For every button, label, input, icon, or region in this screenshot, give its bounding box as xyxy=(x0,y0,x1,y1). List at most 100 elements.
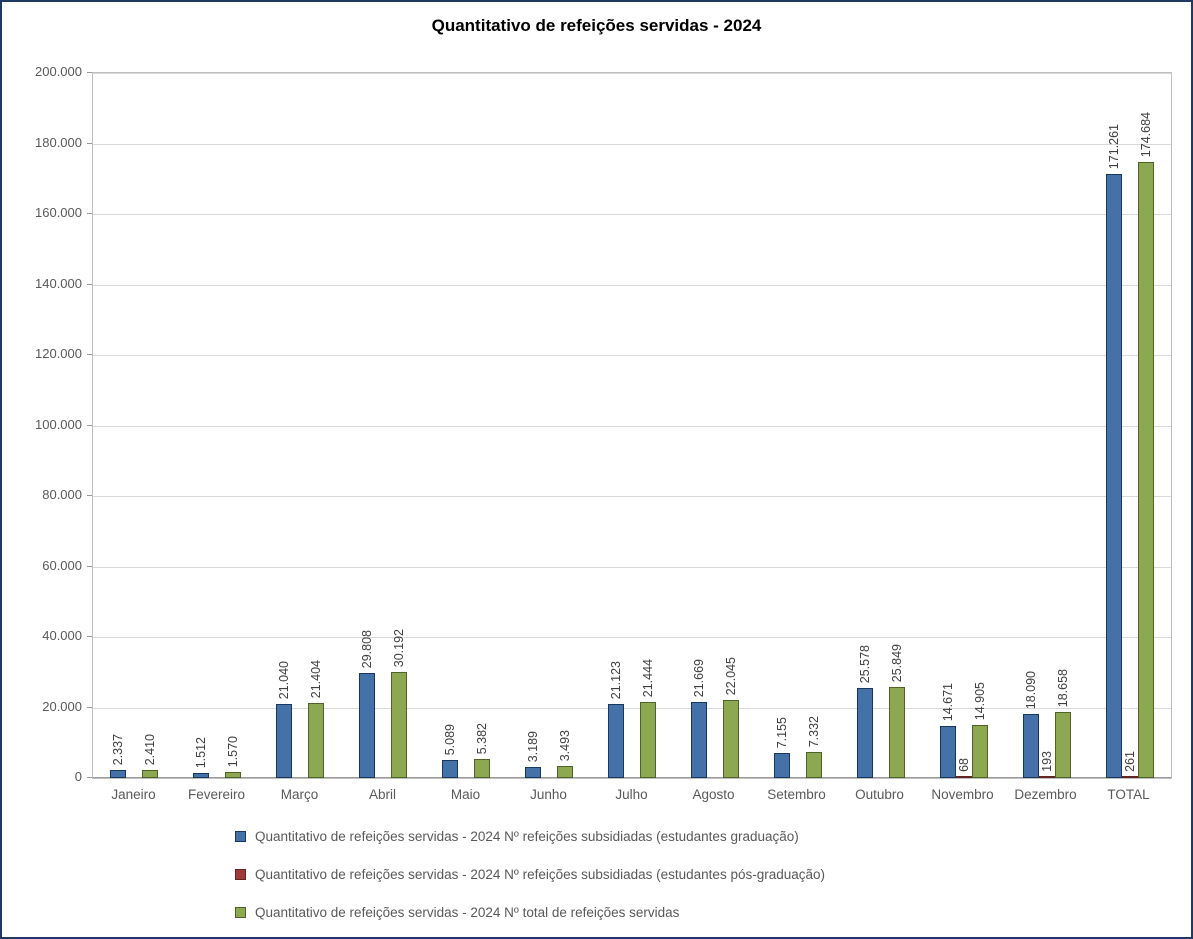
bar-value-label: 21.404 xyxy=(309,659,323,698)
y-tick-mark xyxy=(87,425,92,426)
y-tick-mark xyxy=(87,495,92,496)
bar-graduacao-12 xyxy=(1106,174,1122,778)
y-tick-mark xyxy=(87,777,92,778)
plot-area: 2.337 2.410 1.512 1.570 21.040 21.404 29.808 30… xyxy=(92,72,1172,779)
bar-total-3 xyxy=(391,672,407,778)
bar-value-label: 30.192 xyxy=(392,628,406,667)
gridline xyxy=(93,214,1171,215)
y-tick-mark xyxy=(87,143,92,144)
y-tick-mark xyxy=(87,284,92,285)
y-tick-mark xyxy=(87,354,92,355)
bar-value-label: 14.905 xyxy=(973,681,987,720)
y-tick-label: 80.000 xyxy=(42,487,82,502)
x-category-label-3: Abril xyxy=(368,787,396,802)
bar-total-12 xyxy=(1138,162,1154,778)
bar-value-label: 3.493 xyxy=(558,729,572,761)
bar-graduacao-8 xyxy=(774,753,790,778)
bar-total-6 xyxy=(640,702,656,778)
x-category-label-10: Novembro xyxy=(931,787,994,802)
bar-value-label: 1.512 xyxy=(194,736,208,768)
legend-marker-icon xyxy=(235,830,246,842)
bar-value-label: 21.444 xyxy=(641,658,655,697)
bar-total-8 xyxy=(806,752,822,778)
y-tick-label: 160.000 xyxy=(35,205,82,220)
bar-value-label: 29.808 xyxy=(360,629,374,668)
x-category-label-9: Outubro xyxy=(855,787,904,802)
gridline xyxy=(93,144,1171,145)
bar-total-7 xyxy=(723,700,739,778)
legend-label: Quantitativo de refeições servidas - 202… xyxy=(255,904,680,920)
legend-label: Quantitativo de refeições servidas - 202… xyxy=(255,828,799,844)
legend-item-0: Quantitativo de refeições servidas - 202… xyxy=(235,824,825,848)
bar-value-label: 18.658 xyxy=(1056,668,1070,707)
bar-value-label: 2.410 xyxy=(143,733,157,765)
bar-graduacao-4 xyxy=(442,760,458,778)
legend-item-2: Quantitativo de refeições servidas - 202… xyxy=(235,900,825,924)
bar-graduacao-3 xyxy=(359,673,375,778)
y-tick-mark xyxy=(87,707,92,708)
x-category-label-5: Junho xyxy=(530,787,567,802)
bar-value-label: 68 xyxy=(957,758,971,772)
y-tick-label: 180.000 xyxy=(35,135,82,150)
bar-value-label: 21.040 xyxy=(277,660,291,699)
bar-graduacao-7 xyxy=(691,702,707,778)
y-tick-label: 20.000 xyxy=(42,699,82,714)
bar-value-label: 7.155 xyxy=(775,716,789,748)
bar-graduacao-9 xyxy=(857,688,873,778)
y-tick-mark xyxy=(87,213,92,214)
bar-graduacao-0 xyxy=(110,770,126,778)
x-category-label-8: Setembro xyxy=(767,787,826,802)
bar-total-4 xyxy=(474,759,490,778)
y-tick-label: 140.000 xyxy=(35,276,82,291)
x-category-label-12: TOTAL xyxy=(1107,787,1150,802)
y-tick-label: 200.000 xyxy=(35,64,82,79)
bar-total-1 xyxy=(225,772,241,778)
y-tick-label: 120.000 xyxy=(35,346,82,361)
bar-graduacao-11 xyxy=(1023,714,1039,778)
bar-value-label: 25.578 xyxy=(858,644,872,683)
gridline xyxy=(93,567,1171,568)
bar-graduacao-1 xyxy=(193,773,209,778)
bar-total-0 xyxy=(142,770,158,778)
x-category-label-4: Maio xyxy=(450,787,481,802)
bar-value-label: 25.849 xyxy=(890,643,904,682)
bar-value-label: 21.123 xyxy=(609,660,623,699)
gridline xyxy=(93,637,1171,638)
gridline xyxy=(93,708,1171,709)
y-tick-label: 40.000 xyxy=(42,628,82,643)
y-tick-mark xyxy=(87,636,92,637)
bar-value-label: 171.261 xyxy=(1107,123,1121,169)
bar-value-label: 18.090 xyxy=(1024,670,1038,709)
legend: Quantitativo de refeições servidas - 202… xyxy=(235,824,825,937)
bar-value-label: 1.570 xyxy=(226,735,240,767)
x-category-label-1: Fevereiro xyxy=(187,787,246,802)
bar-total-5 xyxy=(557,766,573,778)
bar-value-label: 22.045 xyxy=(724,656,738,695)
gridline xyxy=(93,285,1171,286)
bar-total-10 xyxy=(972,725,988,778)
bar-pos-graduacao-11 xyxy=(1039,776,1055,778)
y-tick-label: 60.000 xyxy=(42,558,82,573)
legend-marker-icon xyxy=(235,868,246,880)
bar-value-label: 174.684 xyxy=(1139,111,1153,157)
bar-value-label: 261 xyxy=(1123,751,1137,772)
x-category-label-6: Julho xyxy=(615,787,648,802)
bar-value-label: 5.382 xyxy=(475,722,489,754)
bar-value-label: 14.671 xyxy=(941,682,955,721)
y-tick-label: 0 xyxy=(74,769,82,784)
bar-pos-graduacao-12 xyxy=(1122,776,1138,778)
legend-label: Quantitativo de refeições servidas - 202… xyxy=(255,866,825,882)
gridline xyxy=(93,355,1171,356)
x-category-label-11: Dezembro xyxy=(1014,787,1077,802)
bar-total-11 xyxy=(1055,712,1071,778)
bar-graduacao-6 xyxy=(608,704,624,778)
bar-value-label: 7.332 xyxy=(807,715,821,747)
x-category-label-2: Março xyxy=(280,787,319,802)
bar-graduacao-5 xyxy=(525,767,541,778)
bar-graduacao-10 xyxy=(940,726,956,778)
bar-total-9 xyxy=(889,687,905,778)
bar-value-label: 193 xyxy=(1040,751,1054,772)
legend-item-1: Quantitativo de refeições servidas - 202… xyxy=(235,862,825,886)
legend-marker-icon xyxy=(235,906,246,918)
y-tick-mark xyxy=(87,566,92,567)
